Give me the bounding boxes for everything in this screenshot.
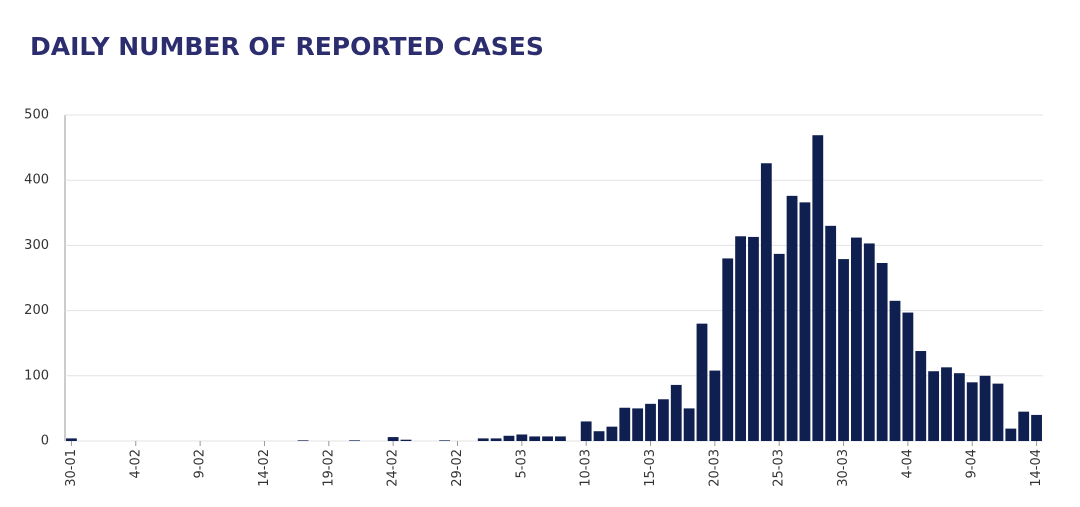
bar <box>838 259 849 441</box>
bar <box>529 436 541 441</box>
bar <box>593 431 605 441</box>
bar <box>851 237 862 441</box>
bar <box>799 202 811 441</box>
bar <box>555 436 566 441</box>
bar <box>786 195 798 441</box>
bar <box>477 438 489 441</box>
bar <box>953 373 965 441</box>
bar <box>632 408 644 441</box>
bar <box>812 135 824 441</box>
chart-title: DAILY NUMBER OF REPORTED CASES <box>30 32 544 61</box>
bar <box>400 439 412 441</box>
bar <box>941 367 952 441</box>
bar <box>902 312 914 441</box>
x-tick-label: 20-03 <box>707 449 722 487</box>
x-tick-label: 29-02 <box>450 449 465 487</box>
x-tick-label: 4-04 <box>900 449 915 479</box>
bar <box>66 438 77 441</box>
bar <box>863 243 875 441</box>
bar <box>773 253 785 441</box>
x-tick-label: 30-01 <box>64 449 79 487</box>
y-tick-label: 300 <box>24 238 49 253</box>
y-tick-label: 500 <box>24 108 49 123</box>
x-tick-label: 25-03 <box>772 449 787 487</box>
y-tick-label: 100 <box>24 368 49 383</box>
bar <box>876 263 888 441</box>
bar <box>516 434 528 441</box>
bar <box>657 399 669 441</box>
bar <box>735 236 746 441</box>
y-tick-label: 200 <box>24 303 49 318</box>
x-tick-label: 19-02 <box>321 449 336 487</box>
x-tick-label: 9-04 <box>965 449 980 479</box>
bar <box>1031 414 1042 441</box>
bar <box>825 225 837 441</box>
bar <box>645 403 656 441</box>
bar <box>722 258 734 441</box>
x-tick-label: 10-03 <box>579 449 594 487</box>
bar <box>748 236 759 441</box>
bar <box>490 438 502 441</box>
bar <box>503 435 515 441</box>
x-tick-label: 30-03 <box>836 449 851 487</box>
bar <box>580 421 592 441</box>
bar <box>696 323 708 441</box>
bar <box>915 351 927 441</box>
bar <box>1018 411 1030 441</box>
bar <box>760 163 772 442</box>
bar <box>928 371 940 441</box>
bar <box>889 300 901 441</box>
bar <box>966 382 978 441</box>
bar <box>979 375 991 441</box>
bar <box>683 408 695 441</box>
x-tick-label: 24-02 <box>386 449 401 487</box>
x-tick-label: 14-02 <box>257 449 272 487</box>
bar <box>992 383 1004 441</box>
bar <box>349 440 360 441</box>
bar <box>619 407 631 441</box>
x-tick-label: 9-02 <box>193 449 208 479</box>
bar <box>542 436 553 441</box>
bar <box>387 437 399 441</box>
x-tick-label: 5-03 <box>514 449 529 479</box>
bar <box>297 440 309 441</box>
y-tick-label: 400 <box>24 173 49 188</box>
bar <box>1005 428 1017 441</box>
x-tick-label: 15-03 <box>643 449 658 487</box>
x-tick-label: 14-04 <box>1029 449 1044 487</box>
bar <box>709 370 721 441</box>
bar <box>606 426 618 441</box>
bar <box>439 440 451 441</box>
bar <box>670 384 682 441</box>
x-tick-label: 4-02 <box>128 449 143 479</box>
y-tick-label: 0 <box>41 434 49 449</box>
